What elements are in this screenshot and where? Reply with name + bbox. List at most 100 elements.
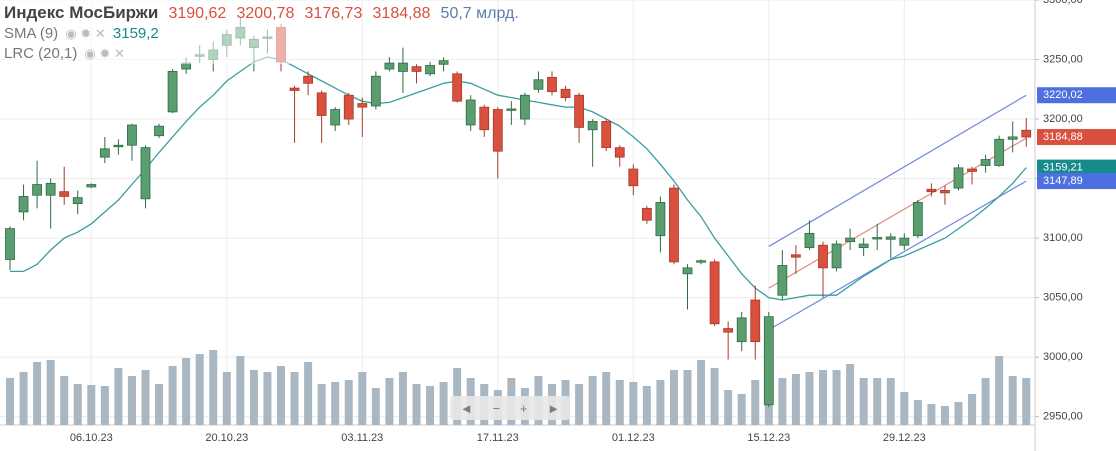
- volume-bar: [751, 380, 760, 425]
- candle-body: [777, 265, 788, 296]
- candle-body: [343, 94, 354, 120]
- volume-bar: [615, 380, 624, 425]
- candle-body: [858, 243, 869, 249]
- volume-bar: [819, 370, 827, 425]
- candle-body: [587, 121, 598, 131]
- volume-bar: [236, 356, 245, 425]
- volume-bar: [710, 368, 719, 425]
- candle-body: [45, 182, 56, 196]
- volume-bar: [791, 374, 800, 425]
- low-value: 3176,73: [304, 5, 363, 22]
- candle-body: [641, 207, 652, 221]
- candle-body: [804, 232, 815, 249]
- candle-body: [818, 244, 828, 269]
- x-tick-label: 01.12.23: [612, 432, 655, 444]
- nav-zoom-in[interactable]: +: [519, 400, 528, 416]
- candle-body: [953, 167, 964, 189]
- candle-body: [506, 108, 517, 111]
- candle-body: [831, 243, 842, 269]
- candle-body: [18, 196, 29, 213]
- candle-body: [59, 191, 70, 197]
- candle-body: [533, 79, 544, 90]
- candle-body: [696, 260, 706, 263]
- candle-body: [465, 99, 476, 126]
- volume-bar: [46, 360, 55, 425]
- candle-body: [845, 237, 855, 243]
- volume-bar: [981, 378, 990, 425]
- y-tick-label: 2950,00: [1043, 411, 1083, 423]
- candle-body: [967, 168, 977, 172]
- nav-zoom-out[interactable]: −: [492, 400, 501, 416]
- candle-body: [398, 62, 408, 72]
- candle-body: [438, 60, 449, 65]
- volume-bar: [304, 362, 313, 425]
- volume-bar: [127, 376, 136, 425]
- volume-bar: [737, 394, 746, 425]
- volume-bar: [832, 370, 841, 425]
- candle-body: [86, 184, 97, 188]
- volume-bar: [575, 384, 584, 425]
- volume-bar: [697, 360, 706, 425]
- volume-bar: [182, 358, 191, 425]
- candle-body: [99, 148, 110, 158]
- candle-body: [669, 187, 679, 263]
- eye-icon[interactable]: ◉ ✹ ✕: [65, 26, 106, 41]
- candle-body: [723, 328, 734, 333]
- candle-body: [113, 144, 124, 148]
- volume-bar: [683, 370, 692, 425]
- candle-body: [127, 124, 137, 146]
- volume-bar: [263, 372, 272, 425]
- sma-value: 3159,2: [112, 25, 159, 42]
- legend-row: SMA (9) ◉ ✹ ✕ 3159,2: [4, 24, 519, 44]
- candle-body: [926, 188, 937, 193]
- nav-left[interactable]: ◄: [459, 400, 473, 416]
- price-tag-label: 3147,89: [1043, 175, 1083, 187]
- candle-body: [303, 75, 314, 84]
- chart-title: Индекс МосБиржи: [4, 3, 159, 22]
- nav-right[interactable]: ►: [547, 400, 561, 416]
- legend-row: LRC (20,1) ◉ ✹ ✕: [4, 44, 519, 64]
- price-tag-label: 3184,88: [1043, 131, 1083, 143]
- candle-body: [384, 62, 395, 70]
- volume-bar: [385, 378, 394, 425]
- volume-bar: [913, 400, 922, 425]
- candle-body: [547, 76, 557, 93]
- price-tag: [1037, 173, 1116, 190]
- x-tick-label: 15.12.23: [747, 432, 790, 444]
- candle-body: [980, 159, 991, 166]
- sma-name: SMA (9): [4, 25, 59, 42]
- candle-body: [750, 299, 761, 343]
- legend: Индекс МосБиржи 3190,62 3200,78 3176,73 …: [4, 3, 519, 64]
- volume-bar: [940, 406, 949, 425]
- volume-bar: [968, 394, 977, 425]
- volume-bar: [426, 386, 435, 425]
- high-value: 3200,78: [236, 5, 295, 22]
- candle-body: [682, 267, 693, 275]
- volume-bar: [900, 392, 909, 425]
- candle-body: [452, 73, 463, 102]
- price-tag: [1037, 87, 1116, 104]
- eye-icon[interactable]: ◉ ✹ ✕: [84, 46, 125, 61]
- candle-body: [1021, 129, 1032, 138]
- volume-bar: [724, 390, 733, 425]
- candle-body: [614, 147, 625, 158]
- volume-bar: [277, 366, 285, 425]
- candle-body: [940, 190, 950, 194]
- candle-body: [560, 88, 571, 99]
- candle-body: [709, 261, 720, 325]
- navigation: ◄ − + ►: [450, 396, 570, 420]
- legend-row: Индекс МосБиржи 3190,62 3200,78 3176,73 …: [4, 3, 519, 24]
- volume-bar: [358, 372, 367, 425]
- volume-bar: [290, 372, 299, 425]
- lrc-lower: [768, 180, 1027, 331]
- volume-bar: [954, 402, 963, 425]
- volume-bar: [1008, 376, 1017, 425]
- price-tag-label: 3220,02: [1043, 89, 1083, 101]
- volume-bar: [73, 384, 82, 425]
- volume-bar: [873, 378, 882, 425]
- candle-body: [5, 228, 15, 260]
- y-tick-label: 3300,00: [1043, 0, 1083, 6]
- candle-body: [479, 106, 490, 131]
- volume-bar: [6, 378, 14, 425]
- volume-bar: [859, 378, 868, 425]
